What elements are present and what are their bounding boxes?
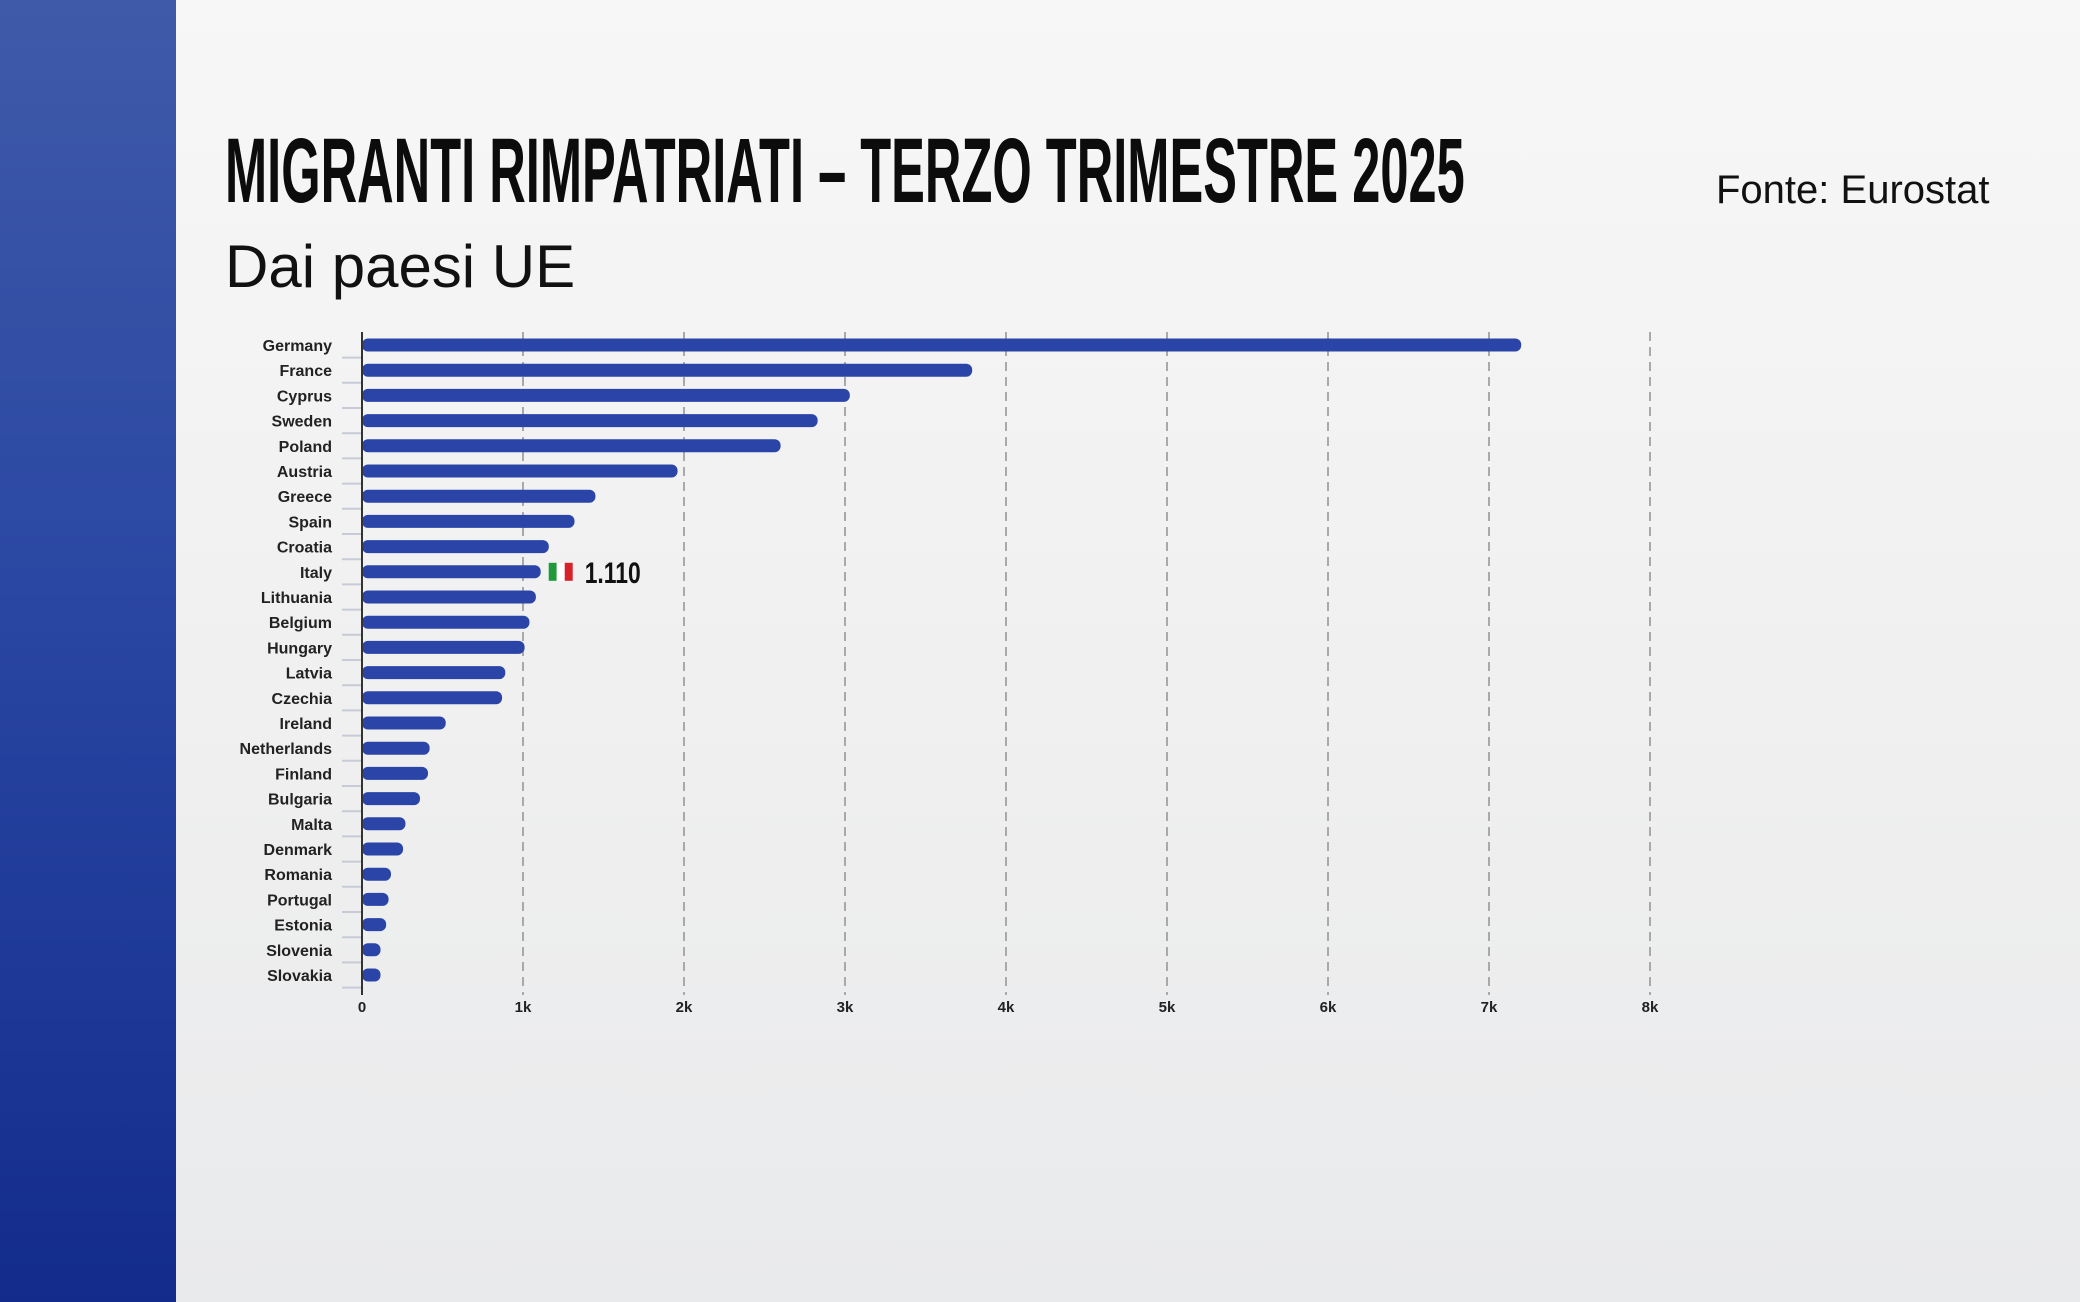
category-label: Greece: [278, 489, 332, 506]
italy-flag-icon: [556, 562, 565, 581]
category-label: Germany: [263, 338, 332, 355]
bar-ireland: [362, 716, 446, 730]
x-tick-label: 8k: [1642, 999, 1659, 1016]
bar-portugal: [362, 892, 389, 906]
bar-netherlands: [362, 741, 430, 755]
x-tick-label: 7k: [1481, 999, 1498, 1016]
bar-cyprus: [362, 388, 850, 402]
category-label: Denmark: [264, 842, 333, 859]
category-label: Finland: [275, 766, 332, 783]
category-label: Ireland: [280, 716, 332, 733]
x-tick-label: 6k: [1320, 999, 1337, 1016]
source-label: Fonte: Eurostat: [1716, 168, 1990, 212]
category-label: Cyprus: [277, 388, 332, 405]
category-label: Sweden: [272, 414, 332, 431]
bar-malta: [362, 817, 406, 831]
x-tick-label: 5k: [1159, 999, 1176, 1016]
bar-belgium: [362, 615, 530, 629]
category-label: Lithuania: [261, 590, 332, 607]
category-label: Latvia: [286, 666, 332, 683]
category-label: Malta: [291, 817, 332, 834]
category-label: Estonia: [274, 918, 332, 935]
bar-hungary: [362, 640, 525, 654]
category-label: Belgium: [269, 615, 332, 632]
x-tick-label: 4k: [998, 999, 1015, 1016]
bar-finland: [362, 766, 429, 780]
category-label: Czechia: [272, 691, 333, 708]
category-label: Slovakia: [267, 968, 332, 985]
bar-bulgaria: [362, 792, 420, 806]
bar-lithuania: [362, 590, 536, 604]
bar-croatia: [362, 540, 549, 554]
bar-slovakia: [362, 968, 381, 982]
category-label: Croatia: [277, 540, 332, 557]
bar-france: [362, 363, 973, 377]
bar-slovenia: [362, 943, 381, 957]
x-tick-label: 2k: [676, 999, 693, 1016]
bar-latvia: [362, 666, 506, 680]
bar-czechia: [362, 691, 503, 705]
x-tick-label: 0: [358, 999, 366, 1016]
x-tick-label: 3k: [837, 999, 854, 1016]
category-label: Austria: [277, 464, 332, 481]
page-title-container: MIGRANTI RIMPATRIATI – TERZO TRIMESTRE 2…: [225, 118, 1665, 228]
category-label: Poland: [279, 439, 332, 456]
bar-greece: [362, 489, 596, 503]
category-label: Portugal: [267, 892, 332, 909]
category-label: Bulgaria: [268, 792, 332, 809]
bar-poland: [362, 439, 781, 453]
x-tick-label: 1k: [515, 999, 532, 1016]
category-label: France: [280, 363, 333, 380]
bar-denmark: [362, 842, 404, 856]
decorative-side-panel: [0, 0, 176, 1302]
page-subtitle: Dai paesi UE: [225, 233, 576, 300]
bar-estonia: [362, 918, 387, 932]
italy-value-label: 1.110: [585, 557, 641, 590]
category-label: Hungary: [267, 640, 332, 657]
category-label: Romania: [264, 867, 332, 884]
category-label: Netherlands: [240, 741, 333, 758]
bar-spain: [362, 514, 575, 528]
category-label: Spain: [288, 514, 332, 531]
bar-germany: [362, 338, 1522, 352]
category-label: Slovenia: [266, 943, 332, 960]
italy-flag-icon: [564, 562, 573, 581]
bar-romania: [362, 867, 391, 881]
bar-sweden: [362, 414, 818, 428]
page-title: MIGRANTI RIMPATRIATI – TERZO TRIMESTRE 2…: [225, 120, 1465, 222]
italy-flag-icon: [548, 562, 557, 581]
bar-italy: [362, 565, 541, 579]
bar-austria: [362, 464, 678, 478]
category-label: Italy: [300, 565, 332, 582]
